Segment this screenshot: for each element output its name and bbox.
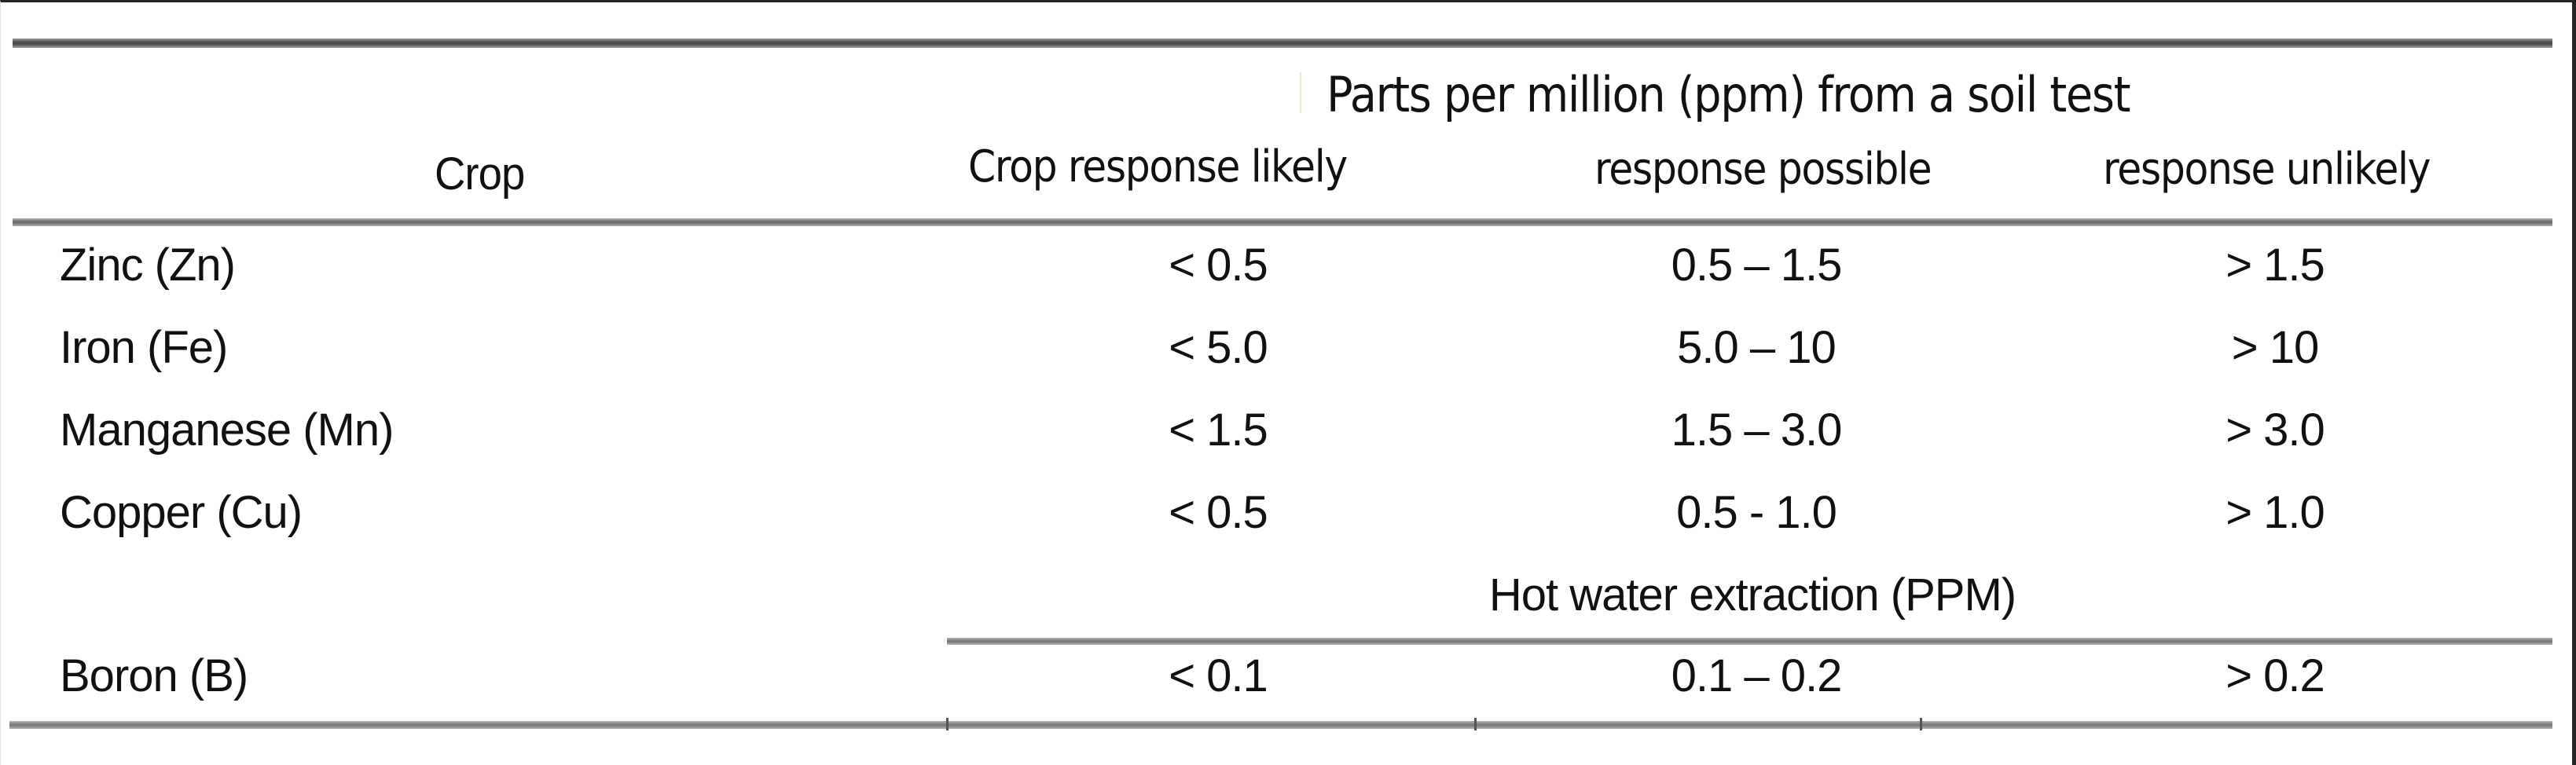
sub-section-header: Hot water extraction (PPM): [1488, 569, 2016, 620]
cell-likely: < 5.0: [1169, 322, 1268, 373]
cell-possible: 1.5 – 3.0: [1671, 404, 1843, 456]
cell-unlikely: > 1.0: [2226, 487, 2325, 538]
cell-likely: < 1.5: [1169, 404, 1268, 456]
cell-possible: 0.5 – 1.5: [1671, 240, 1843, 291]
sub-section-rule: [947, 638, 2552, 645]
cell-likely: < 0.5: [1169, 487, 1268, 538]
row-label: Iron (Fe): [60, 322, 228, 373]
text-cursor-mark: [1300, 72, 1301, 113]
stub-header-crop: Crop: [435, 148, 525, 199]
cell-possible: 0.5 - 1.0: [1676, 487, 1837, 538]
column-tick: [946, 718, 949, 730]
row-label: Manganese (Mn): [60, 404, 394, 456]
row-label: Copper (Cu): [60, 487, 303, 538]
cell-possible: 5.0 – 10: [1677, 322, 1837, 373]
row-label: Boron (B): [60, 650, 248, 701]
group-header: Parts per million (ppm) from a soil test: [1327, 66, 2130, 123]
cell-unlikely: > 0.2: [2226, 650, 2325, 701]
table-bottom-rule: [9, 721, 2552, 729]
table-top-rule: [13, 38, 2552, 48]
column-tick: [1920, 718, 1922, 730]
cell-possible: 0.1 – 0.2: [1671, 650, 1843, 701]
cell-likely: < 0.5: [1169, 240, 1268, 291]
column-header-unlikely: response unlikely: [2103, 144, 2431, 195]
cell-unlikely: > 1.5: [2226, 240, 2325, 291]
cell-unlikely: > 3.0: [2226, 404, 2325, 456]
column-tick: [1474, 718, 1477, 730]
cell-unlikely: > 10: [2231, 322, 2320, 373]
table-header-rule: [13, 218, 2552, 226]
row-label: Zinc (Zn): [60, 240, 236, 291]
column-header-possible: response possible: [1594, 144, 1932, 195]
cell-likely: < 0.1: [1169, 650, 1268, 701]
column-header-likely: Crop response likely: [968, 141, 1348, 192]
